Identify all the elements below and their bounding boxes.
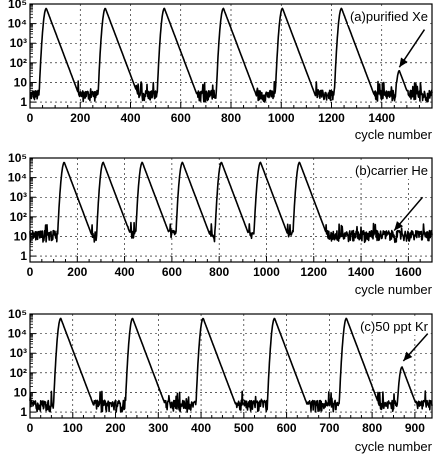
y-tick-label: 10² — [10, 56, 27, 70]
x-tick-label: 900 — [405, 421, 425, 435]
x-tick-label: 800 — [209, 265, 229, 279]
y-tick-label: 10⁵ — [8, 0, 27, 11]
x-tick-label: 400 — [120, 111, 140, 125]
y-tick-label: 10³ — [10, 190, 27, 204]
x-tick-label: 200 — [67, 265, 87, 279]
y-tick-label: 10⁴ — [8, 171, 27, 185]
y-tick-label: 1 — [20, 249, 27, 263]
x-axis-title: cycle number — [355, 439, 433, 454]
data-series-line — [29, 317, 433, 413]
x-tick-label: 300 — [148, 421, 168, 435]
y-tick-label: 10 — [14, 229, 28, 243]
panel-label: (a)purified Xe — [350, 9, 428, 24]
y-tick-label: 10 — [14, 385, 28, 399]
y-tick-label: 10³ — [10, 36, 27, 50]
panel-label-background — [353, 162, 430, 179]
x-tick-label: 1200 — [300, 265, 327, 279]
data-series-line — [29, 7, 433, 103]
x-tick-label: 500 — [234, 421, 254, 435]
x-tick-label: 0 — [27, 265, 34, 279]
panel-label-background — [347, 8, 430, 25]
panel-label-background — [358, 318, 431, 335]
x-tick-label: 700 — [319, 421, 339, 435]
x-tick-label: 1400 — [368, 111, 395, 125]
x-tick-label: 0 — [27, 111, 34, 125]
x-tick-label: 100 — [63, 421, 83, 435]
x-tick-label: 1000 — [268, 111, 295, 125]
x-tick-label: 800 — [221, 111, 241, 125]
arrow-head — [403, 351, 413, 362]
x-tick-label: 600 — [277, 421, 297, 435]
y-tick-label: 10² — [10, 366, 27, 380]
x-tick-label: 400 — [115, 265, 135, 279]
panel-1: 0 200 400 600 800 1000 1200 1400 1 10 10² 10³ 10⁴ 10⁵… — [8, 0, 433, 142]
panel-label: (b)carrier He — [355, 163, 428, 178]
y-tick-label: 10³ — [10, 346, 27, 360]
y-tick-label: 10⁵ — [8, 307, 27, 321]
panel-3: 0 100 200 300 400 500 600 700 800 900 1 10 10² 10³ 10⁴… — [8, 307, 433, 454]
data-series-line — [29, 161, 433, 244]
x-tick-label: 600 — [162, 265, 182, 279]
y-tick-label: 10⁴ — [8, 17, 27, 31]
x-tick-label: 0 — [27, 421, 34, 435]
y-tick-label: 1 — [20, 405, 27, 419]
x-tick-label: 1000 — [253, 265, 280, 279]
x-axis-title: cycle number — [355, 282, 433, 297]
y-tick-label: 10 — [14, 75, 28, 89]
plot-frame — [29, 313, 433, 419]
y-tick-label: 10⁵ — [8, 151, 27, 165]
panel-label: (c)50 ppt Kr — [360, 319, 429, 334]
x-tick-label: 1400 — [348, 265, 375, 279]
x-tick-label: 400 — [191, 421, 211, 435]
x-tick-label: 800 — [362, 421, 382, 435]
y-tick-label: 1 — [20, 95, 27, 109]
x-tick-label: 1200 — [318, 111, 345, 125]
arrow-head — [399, 57, 408, 68]
x-tick-label: 200 — [70, 111, 90, 125]
x-tick-label: 1600 — [395, 265, 422, 279]
y-tick-label: 10⁴ — [8, 327, 27, 341]
y-tick-label: 10² — [10, 210, 27, 224]
x-tick-label: 200 — [106, 421, 126, 435]
x-tick-label: 600 — [171, 111, 191, 125]
arrow-head — [394, 221, 404, 231]
panel-2: 0 200 400 600 800 1000 1200 1400 1600 1 10 10² 10³ 10… — [8, 151, 433, 297]
x-axis-title: cycle number — [355, 127, 433, 142]
